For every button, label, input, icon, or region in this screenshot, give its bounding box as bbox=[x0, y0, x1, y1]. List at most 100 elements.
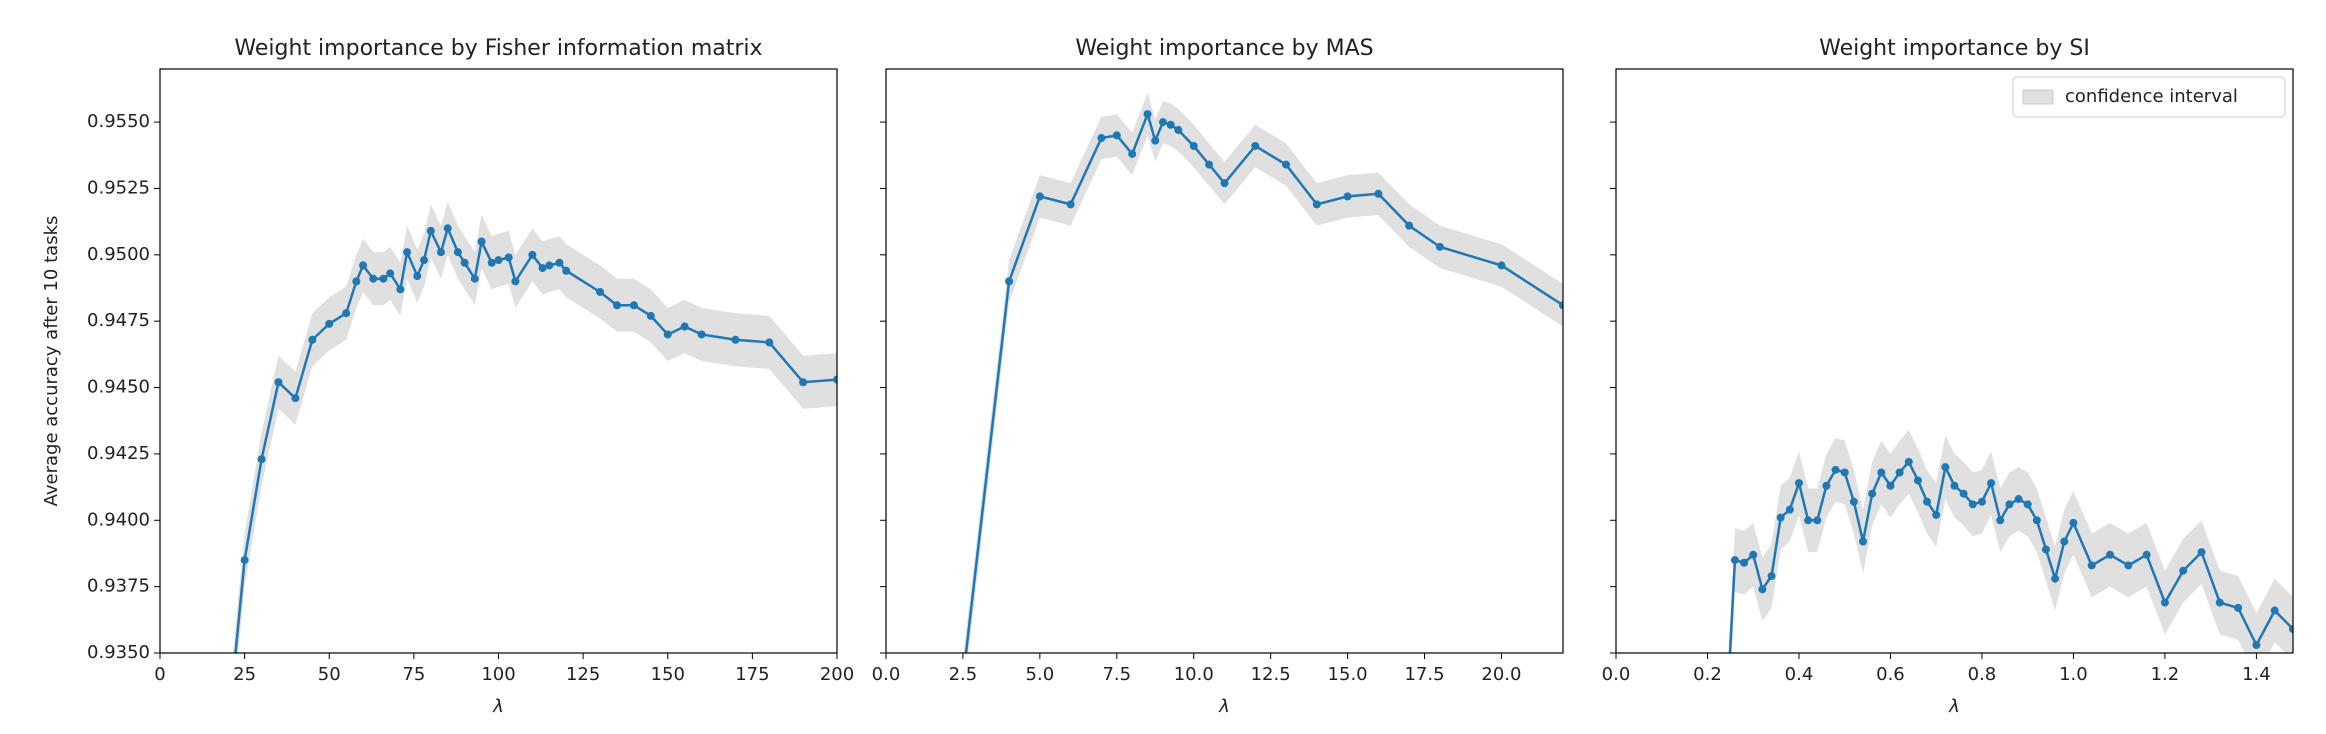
marker bbox=[1158, 118, 1167, 127]
y-tick-label: 0.9550 bbox=[87, 111, 150, 132]
marker bbox=[1959, 489, 1968, 498]
marker bbox=[1849, 497, 1858, 506]
x-tick-label: 175 bbox=[735, 664, 769, 685]
marker bbox=[511, 277, 520, 286]
y-tick-label: 0.9500 bbox=[87, 244, 150, 265]
plot-area bbox=[963, 92, 1563, 653]
marker bbox=[453, 248, 462, 257]
x-tick-label: 0.0 bbox=[1602, 664, 1631, 685]
x-tick-label: 0.6 bbox=[1876, 664, 1905, 685]
axes-frame bbox=[1615, 68, 2294, 654]
x-tick-label: 2.5 bbox=[949, 664, 978, 685]
chart-title: Weight importance by SI bbox=[1819, 36, 2090, 61]
marker bbox=[1497, 261, 1506, 270]
marker bbox=[1767, 572, 1776, 581]
y-tick-label: 0.9400 bbox=[87, 509, 150, 530]
x-tick-label: 0.0 bbox=[872, 664, 901, 685]
confidence-band bbox=[1728, 430, 2293, 653]
marker bbox=[487, 258, 496, 267]
chart-title: Weight importance by Fisher information … bbox=[234, 36, 762, 61]
marker bbox=[680, 322, 689, 331]
marker bbox=[562, 266, 571, 275]
marker bbox=[555, 258, 564, 267]
x-tick-label: 15.0 bbox=[1328, 664, 1368, 685]
marker bbox=[1174, 126, 1183, 135]
marker bbox=[2234, 603, 2243, 612]
x-tick-label: 75 bbox=[402, 664, 425, 685]
marker bbox=[504, 253, 513, 262]
marker bbox=[1968, 500, 1977, 509]
marker bbox=[1758, 585, 1767, 594]
y-axis-label: Average accuracy after 10 tasks bbox=[41, 216, 62, 507]
marker bbox=[369, 274, 378, 283]
marker bbox=[2069, 518, 2078, 527]
x-tick-label: 125 bbox=[566, 664, 600, 685]
marker bbox=[1005, 277, 1014, 286]
marker bbox=[2060, 537, 2069, 546]
marker bbox=[342, 309, 351, 318]
marker bbox=[2106, 550, 2115, 559]
marker bbox=[1559, 301, 1563, 310]
marker bbox=[1166, 120, 1175, 129]
marker bbox=[477, 237, 486, 246]
marker bbox=[1932, 510, 1941, 519]
marker bbox=[833, 375, 837, 384]
marker bbox=[274, 378, 283, 387]
marker bbox=[1923, 497, 1932, 506]
marker bbox=[528, 250, 537, 259]
marker bbox=[2215, 598, 2224, 607]
marker bbox=[1405, 221, 1414, 230]
marker bbox=[1776, 513, 1785, 522]
marker bbox=[1435, 242, 1444, 251]
marker bbox=[1035, 192, 1044, 201]
marker bbox=[1220, 179, 1229, 188]
marker bbox=[538, 264, 547, 273]
y-tick-label: 0.9425 bbox=[87, 443, 150, 464]
marker bbox=[325, 319, 334, 328]
marker bbox=[1282, 160, 1291, 169]
marker bbox=[612, 301, 621, 310]
x-tick-label: 0.4 bbox=[1785, 664, 1814, 685]
x-tick-label: 150 bbox=[651, 664, 685, 685]
line bbox=[964, 110, 1563, 653]
x-tick-label: 12.5 bbox=[1251, 664, 1291, 685]
x-axis-label: λ bbox=[492, 696, 504, 717]
marker bbox=[1913, 476, 1922, 485]
marker bbox=[396, 285, 405, 294]
marker bbox=[413, 272, 422, 281]
x-tick-label: 1.0 bbox=[2059, 664, 2088, 685]
marker bbox=[1904, 457, 1913, 466]
marker bbox=[1312, 200, 1321, 209]
marker bbox=[1813, 516, 1822, 525]
marker bbox=[1804, 516, 1813, 525]
marker bbox=[1730, 556, 1739, 565]
marker bbox=[1151, 136, 1160, 145]
marker bbox=[2124, 561, 2133, 570]
marker bbox=[257, 455, 266, 464]
marker bbox=[1941, 463, 1950, 472]
marker bbox=[765, 338, 774, 347]
line bbox=[234, 224, 837, 653]
x-tick-label: 100 bbox=[481, 664, 515, 685]
x-tick-label: 5.0 bbox=[1026, 664, 1055, 685]
marker bbox=[1097, 134, 1106, 143]
marker bbox=[1205, 160, 1214, 169]
marker bbox=[470, 274, 479, 283]
marker bbox=[2197, 548, 2206, 557]
marker bbox=[2005, 500, 2014, 509]
marker bbox=[224, 729, 232, 734]
marker bbox=[2051, 574, 2060, 583]
marker bbox=[663, 330, 672, 339]
marker bbox=[731, 335, 740, 344]
x-tick-label: 50 bbox=[318, 664, 341, 685]
marker bbox=[1251, 141, 1260, 150]
marker bbox=[1112, 131, 1121, 140]
x-axis-label: λ bbox=[1218, 696, 1230, 717]
marker bbox=[1722, 729, 1730, 734]
marker bbox=[1868, 489, 1877, 498]
marker bbox=[443, 224, 452, 233]
plot-area bbox=[1722, 430, 2293, 734]
x-tick-label: 0 bbox=[154, 664, 165, 685]
x-tick-label: 200 bbox=[820, 664, 854, 685]
